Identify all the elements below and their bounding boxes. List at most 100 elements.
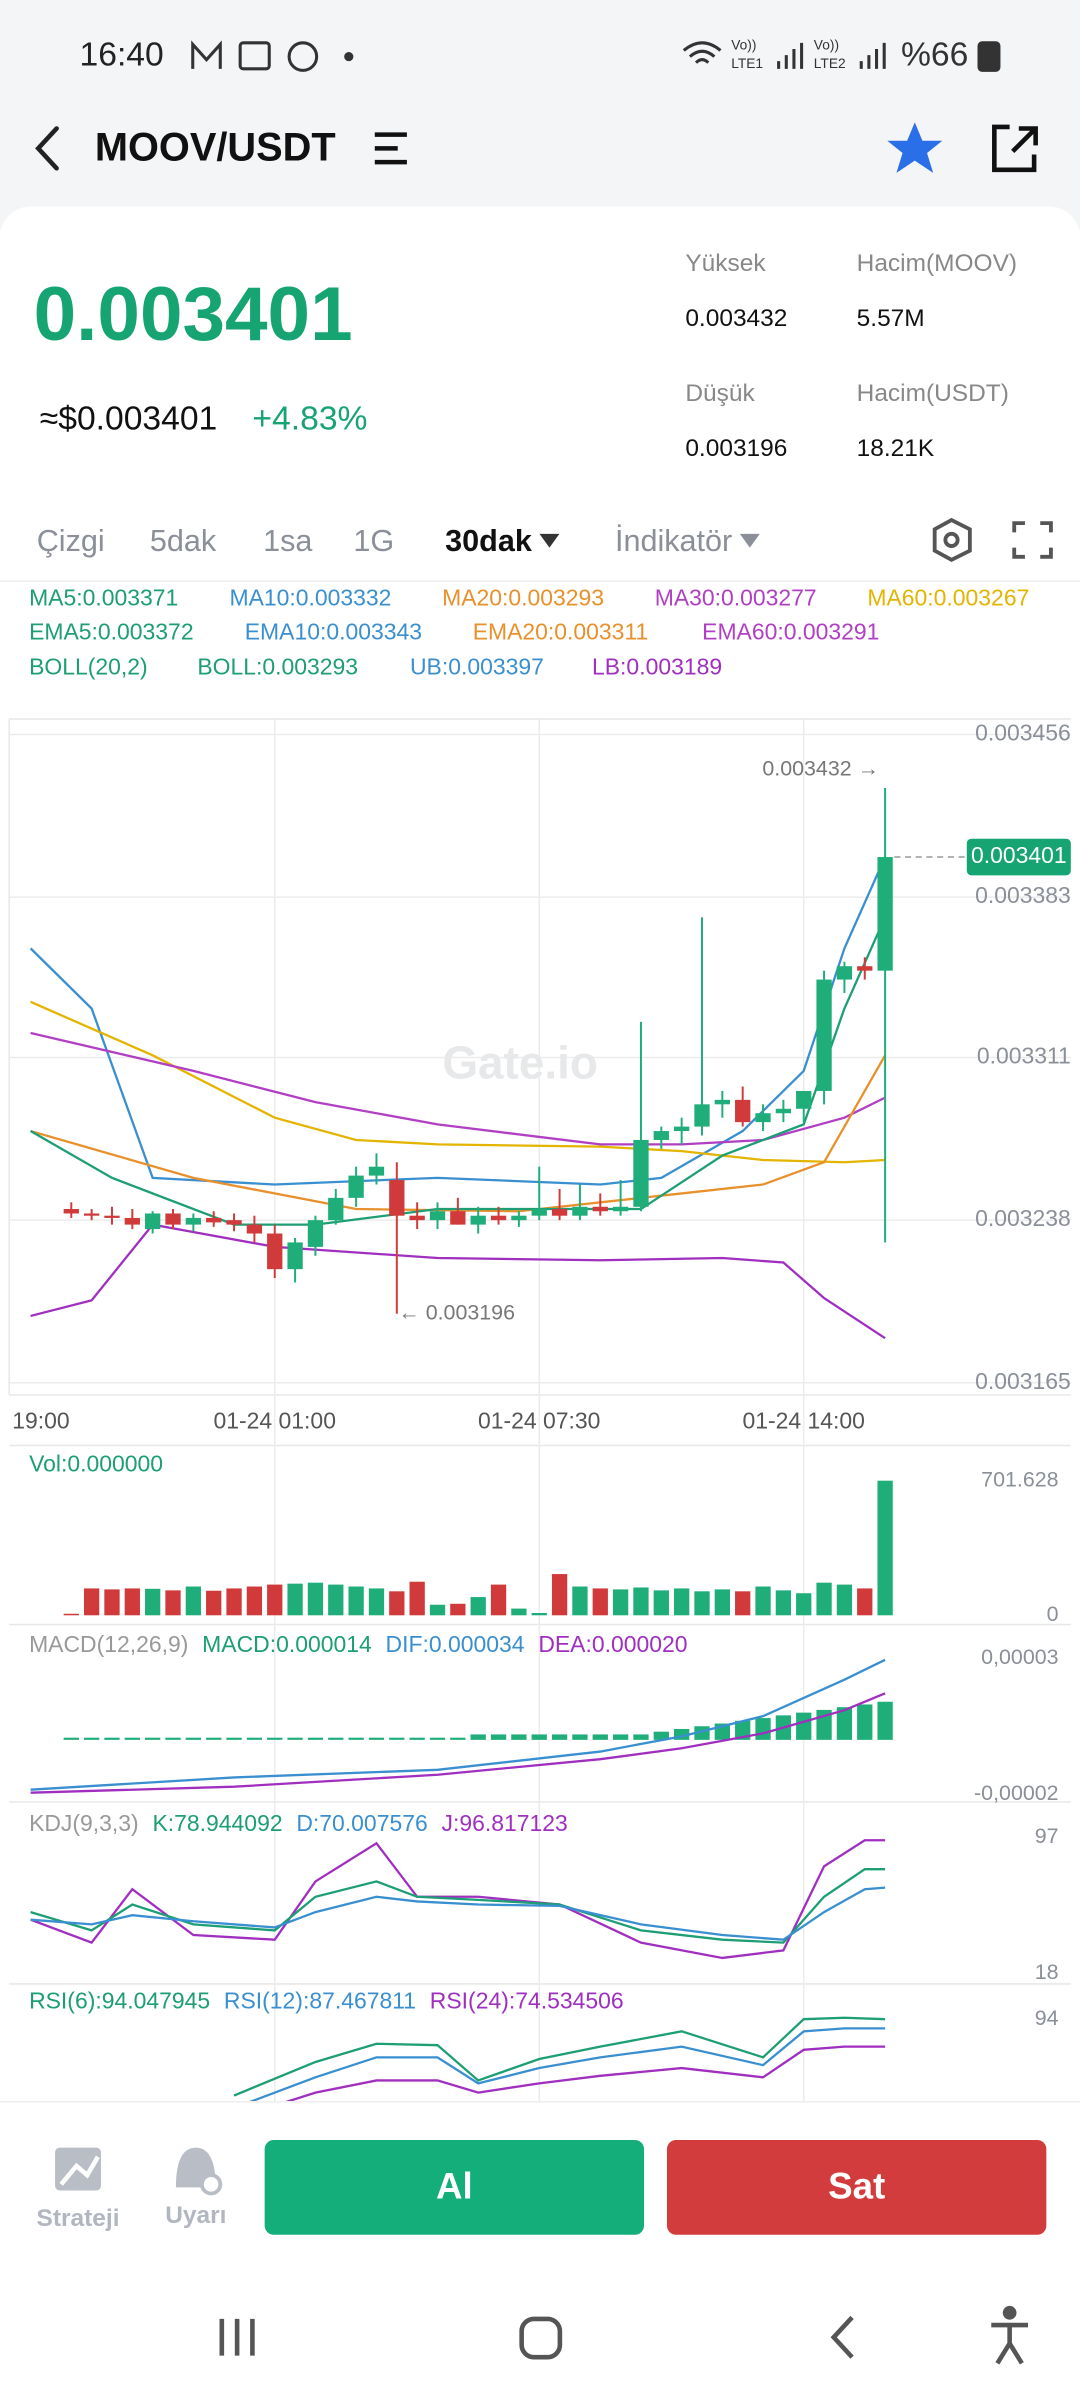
candle-body bbox=[450, 1211, 466, 1225]
stat-label: Düşük bbox=[685, 380, 755, 407]
volume-bar bbox=[796, 1593, 812, 1616]
timeframe-tab[interactable]: 30dak bbox=[445, 524, 533, 558]
macd-bar bbox=[511, 1734, 527, 1740]
candle-body bbox=[287, 1242, 303, 1270]
volume-bar bbox=[429, 1604, 446, 1616]
indicator-legend: MA5:0.003371 bbox=[29, 585, 178, 611]
candle-body bbox=[348, 1175, 364, 1198]
volume-bar bbox=[714, 1589, 730, 1616]
volume-bar bbox=[653, 1590, 669, 1616]
favorite-star[interactable] bbox=[887, 122, 943, 173]
timeframe-tab[interactable]: 1sa bbox=[263, 524, 312, 558]
macd-bar bbox=[165, 1737, 181, 1740]
panel-legend: RSI(6):94.047945 bbox=[29, 1987, 210, 2013]
status-icons bbox=[191, 40, 1001, 72]
x-tick-label: 01-24 07:30 bbox=[478, 1408, 600, 1434]
y-tick-label: 0,00003 bbox=[981, 1645, 1058, 1669]
share-button[interactable] bbox=[992, 124, 1038, 173]
pair-menu[interactable] bbox=[374, 132, 407, 165]
candle-body bbox=[429, 1211, 446, 1221]
card bbox=[0, 206, 1080, 299]
buy-label[interactable]: Al bbox=[436, 2166, 473, 2207]
macd-bar bbox=[145, 1737, 161, 1740]
status-lte: Vo)) bbox=[814, 38, 839, 53]
macd-bar bbox=[267, 1737, 283, 1740]
volume-bar bbox=[226, 1588, 242, 1616]
nav-back[interactable] bbox=[830, 2315, 854, 2359]
candle-body bbox=[572, 1206, 588, 1216]
timeframe-tab[interactable]: 5dak bbox=[150, 524, 217, 558]
indicator-line bbox=[30, 1692, 886, 1794]
nav-home[interactable] bbox=[519, 2316, 563, 2360]
back-button[interactable] bbox=[35, 126, 59, 171]
low-annotation: ← 0.003196 bbox=[398, 1300, 515, 1324]
candle-body bbox=[714, 1099, 730, 1105]
indicator-legend: EMA10:0.003343 bbox=[245, 618, 422, 644]
settings-icon[interactable] bbox=[932, 517, 972, 563]
dropdown-arrow bbox=[739, 533, 760, 548]
volume-bar bbox=[592, 1588, 608, 1616]
macd-bar bbox=[857, 1704, 873, 1740]
macd-bar bbox=[450, 1737, 466, 1740]
indicator-legend: LB:0.003189 bbox=[592, 654, 722, 680]
timeframe-tab[interactable]: Çizgi bbox=[37, 524, 105, 558]
nav-accessibility[interactable] bbox=[991, 2322, 1028, 2365]
volume-bar bbox=[735, 1591, 751, 1616]
candle-body bbox=[124, 1217, 140, 1225]
indicator-line bbox=[30, 1868, 886, 1944]
stat-value: 5.57M bbox=[857, 305, 925, 332]
y-tick-label: 701.628 bbox=[981, 1467, 1058, 1491]
panel-legend: J:96.817123 bbox=[442, 1810, 568, 1836]
volume-bar bbox=[267, 1584, 283, 1616]
candle-body bbox=[206, 1217, 222, 1223]
panel-legend: Vol:0.000000 bbox=[29, 1450, 163, 1476]
candle-body bbox=[409, 1215, 425, 1221]
indicator-line bbox=[30, 1839, 886, 1960]
y-tick-label: 0.003238 bbox=[975, 1205, 1071, 1231]
sell-button[interactable] bbox=[666, 2139, 1047, 2235]
macd-bar bbox=[246, 1737, 263, 1740]
macd-bar bbox=[206, 1737, 222, 1740]
panel-legend: DEA:0.000020 bbox=[538, 1631, 687, 1657]
candle-body bbox=[735, 1099, 751, 1123]
stat-label: Yüksek bbox=[685, 250, 766, 277]
indicator-legend: MA20:0.003293 bbox=[442, 585, 604, 611]
candle-body bbox=[511, 1215, 527, 1221]
nav-recent[interactable] bbox=[219, 2318, 255, 2356]
strategy-label[interactable]: Strateji bbox=[37, 2205, 120, 2232]
volume-bar bbox=[83, 1588, 100, 1616]
panel-legend: DIF:0.000034 bbox=[386, 1631, 525, 1657]
macd-bar bbox=[633, 1734, 649, 1740]
candle-body bbox=[267, 1233, 283, 1270]
volume-bar bbox=[104, 1589, 120, 1616]
volume-bar bbox=[450, 1603, 466, 1616]
volume-bar bbox=[368, 1588, 385, 1616]
strategy-icon bbox=[59, 2155, 100, 2186]
sell-label[interactable]: Sat bbox=[828, 2166, 885, 2207]
candle-body bbox=[63, 1209, 79, 1214]
indicator-line bbox=[283, 2045, 886, 2102]
candle-body bbox=[775, 1108, 792, 1114]
y-tick-label: -0,00002 bbox=[974, 1781, 1059, 1805]
volume-bar bbox=[307, 1582, 324, 1616]
indicator-legend: BOLL:0.003293 bbox=[197, 654, 358, 680]
candle-body bbox=[796, 1090, 812, 1109]
volume-bar bbox=[836, 1584, 853, 1616]
macd-bar bbox=[531, 1734, 547, 1740]
indicator-line bbox=[30, 1658, 886, 1791]
macd-bar bbox=[877, 1701, 893, 1740]
volume-bar bbox=[531, 1612, 547, 1616]
candle-body bbox=[307, 1220, 324, 1247]
alert-label[interactable]: Uyarı bbox=[165, 2202, 226, 2229]
timeframe-tab[interactable]: İndikatör bbox=[615, 523, 732, 558]
status-lte: Vo)) bbox=[731, 38, 756, 53]
timeframe-tab[interactable]: 1G bbox=[353, 524, 394, 558]
y-tick-label: 97 bbox=[1035, 1824, 1059, 1848]
volume-bar bbox=[755, 1586, 771, 1616]
buy-button[interactable] bbox=[264, 2139, 645, 2235]
macd-bar bbox=[755, 1718, 771, 1740]
volume-bar bbox=[185, 1586, 202, 1616]
fullscreen-icon[interactable] bbox=[1012, 521, 1053, 559]
volume-bar bbox=[287, 1583, 303, 1616]
